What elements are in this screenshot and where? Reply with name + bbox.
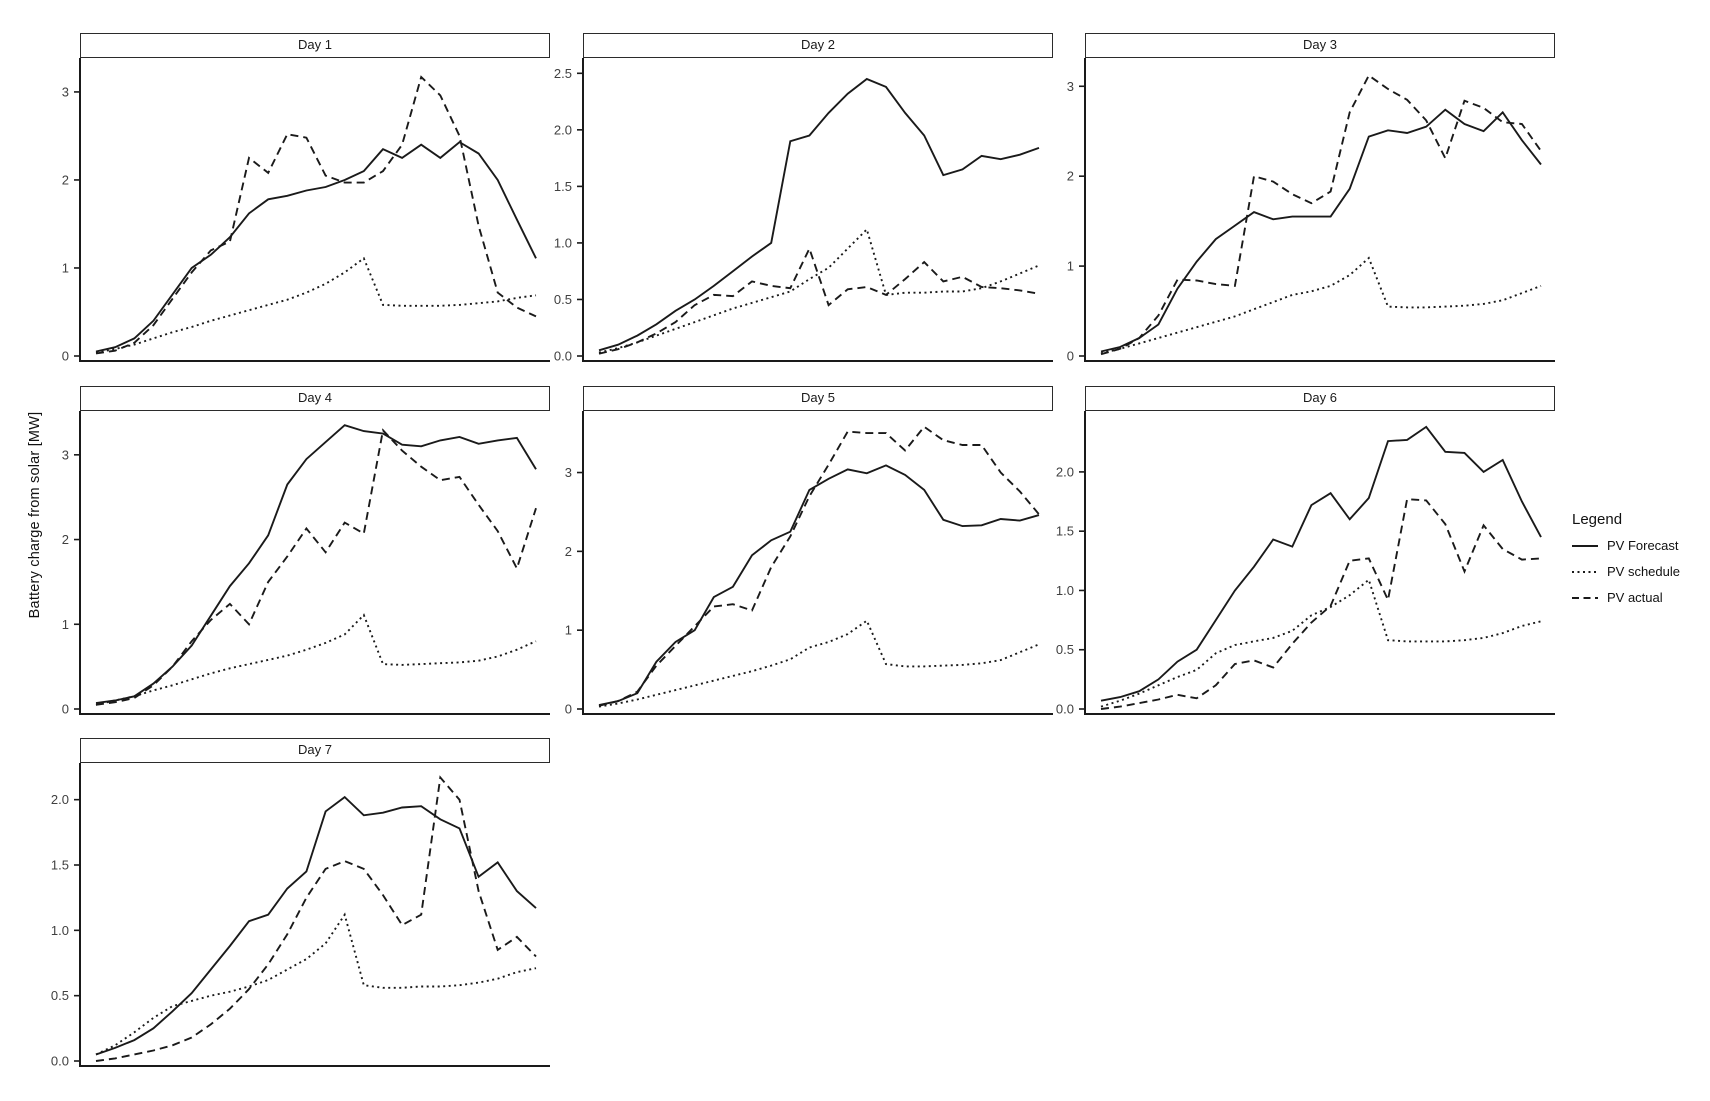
pv-actual-line [1100, 498, 1542, 710]
pv-actual-line [95, 428, 537, 706]
y-tick-label: 0 [62, 702, 69, 717]
facet-title: Day 3 [1085, 33, 1555, 58]
y-tick-label: 2.5 [554, 66, 572, 81]
y-tick-label: 1.0 [51, 923, 69, 938]
facet-title: Day 6 [1085, 386, 1555, 411]
y-tick-label: 1.5 [554, 179, 572, 194]
y-tick-label: 1.0 [554, 235, 572, 250]
facet-title: Day 1 [80, 33, 550, 58]
pv-actual-line [95, 775, 537, 1062]
y-tick-label: 3 [62, 84, 69, 99]
legend-title: Legend [1572, 511, 1623, 528]
pv-forecast-line [95, 795, 537, 1056]
y-tick-label: 0.0 [554, 349, 572, 364]
facet-panel: Day 5 0 1 2 3 [565, 386, 1053, 717]
y-tick-label: 3 [565, 465, 572, 480]
pv-forecast-line [1100, 108, 1542, 353]
facet-panel: Day 7 0.0 0.5 1.0 1.5 2.0 [51, 738, 550, 1069]
facet-panel: Day 6 0.0 0.5 1.0 1.5 2.0 [1056, 386, 1555, 717]
legend-label: PV Forecast [1607, 538, 1679, 553]
legend-item-actual: PV actual [1572, 590, 1710, 605]
y-tick-label: 1 [565, 623, 572, 638]
legend-label: PV schedule [1607, 564, 1680, 579]
facet-plot: 0.0 0.5 1.0 1.5 2.0 [51, 763, 550, 1069]
facet-panel: Day 2 0.0 0.5 1.0 1.5 2.0 2.5 [554, 33, 1053, 364]
pv-actual-line [598, 246, 1040, 355]
legend-label: PV actual [1607, 590, 1663, 605]
pv-forecast-line [598, 77, 1040, 352]
y-tick-label: 2 [62, 532, 69, 547]
y-tick-label: 0 [1067, 349, 1074, 364]
y-tick-label: 1.0 [1056, 583, 1074, 598]
facet-title: Day 7 [80, 738, 550, 763]
facet-plot: 0.0 0.5 1.0 1.5 2.0 [1056, 411, 1555, 717]
pv-actual-line [95, 75, 537, 355]
facet-title: Day 4 [80, 386, 550, 411]
pv-forecast-line [95, 140, 537, 353]
pv-schedule-line [598, 619, 1040, 708]
legend-item-forecast: PV Forecast [1572, 538, 1710, 553]
y-tick-label: 2 [62, 172, 69, 187]
y-tick-label: 1.5 [51, 858, 69, 873]
pv-schedule-line [1100, 578, 1542, 708]
y-tick-label: 2.0 [51, 792, 69, 807]
y-tick-label: 1.5 [1056, 524, 1074, 539]
pv-schedule-line [95, 912, 537, 1056]
facet-panel: Day 1 0 1 2 3 [62, 33, 550, 364]
pv-schedule-line [598, 227, 1040, 354]
pv-schedule-line [1100, 256, 1542, 355]
legend: Legend PV Forecast PV schedule PV actual [1572, 511, 1710, 616]
y-tick-label: 1 [62, 617, 69, 632]
y-tick-label: 2.0 [1056, 464, 1074, 479]
y-tick-label: 2 [1067, 169, 1074, 184]
solid-line-icon [1572, 544, 1598, 547]
facet-plot: 0 1 2 3 [62, 411, 550, 717]
facet-plot: 0 1 2 3 [62, 58, 550, 364]
pv-schedule-line [95, 613, 537, 706]
y-tick-label: 2.0 [554, 122, 572, 137]
y-tick-label: 0.5 [554, 292, 572, 307]
y-tick-label: 0 [565, 702, 572, 717]
pv-forecast-line [1100, 425, 1542, 702]
facet-plot: 0 1 2 3 [1067, 58, 1555, 364]
facet-panel: Day 4 0 1 2 3 [62, 386, 550, 717]
y-axis-title: Battery charge from solar [MW] [27, 411, 43, 619]
y-tick-label: 1 [1067, 259, 1074, 274]
facet-title: Day 2 [583, 33, 1053, 58]
y-tick-label: 3 [62, 447, 69, 462]
y-tick-label: 2 [565, 544, 572, 559]
y-tick-label: 0 [62, 349, 69, 364]
y-tick-label: 1 [62, 260, 69, 275]
y-tick-label: 0.5 [1056, 642, 1074, 657]
y-tick-label: 3 [1067, 79, 1074, 94]
facet-panel: Day 3 0 1 2 3 [1067, 33, 1555, 364]
facet-plot: 0.0 0.5 1.0 1.5 2.0 2.5 [554, 58, 1053, 364]
legend-item-schedule: PV schedule [1572, 564, 1710, 579]
pv-forecast-line [95, 424, 537, 705]
pv-actual-line [1100, 74, 1542, 356]
dotted-line-icon [1572, 570, 1598, 573]
facet-title: Day 5 [583, 386, 1053, 411]
y-tick-label: 0.0 [1056, 702, 1074, 717]
facet-plot: 0 1 2 3 [565, 411, 1053, 717]
pv-schedule-line [95, 256, 537, 354]
pv-actual-line [598, 425, 1040, 707]
pv-forecast-line [598, 464, 1040, 707]
y-tick-label: 0.0 [51, 1054, 69, 1069]
dashed-line-icon [1572, 596, 1598, 599]
y-tick-label: 0.5 [51, 988, 69, 1003]
